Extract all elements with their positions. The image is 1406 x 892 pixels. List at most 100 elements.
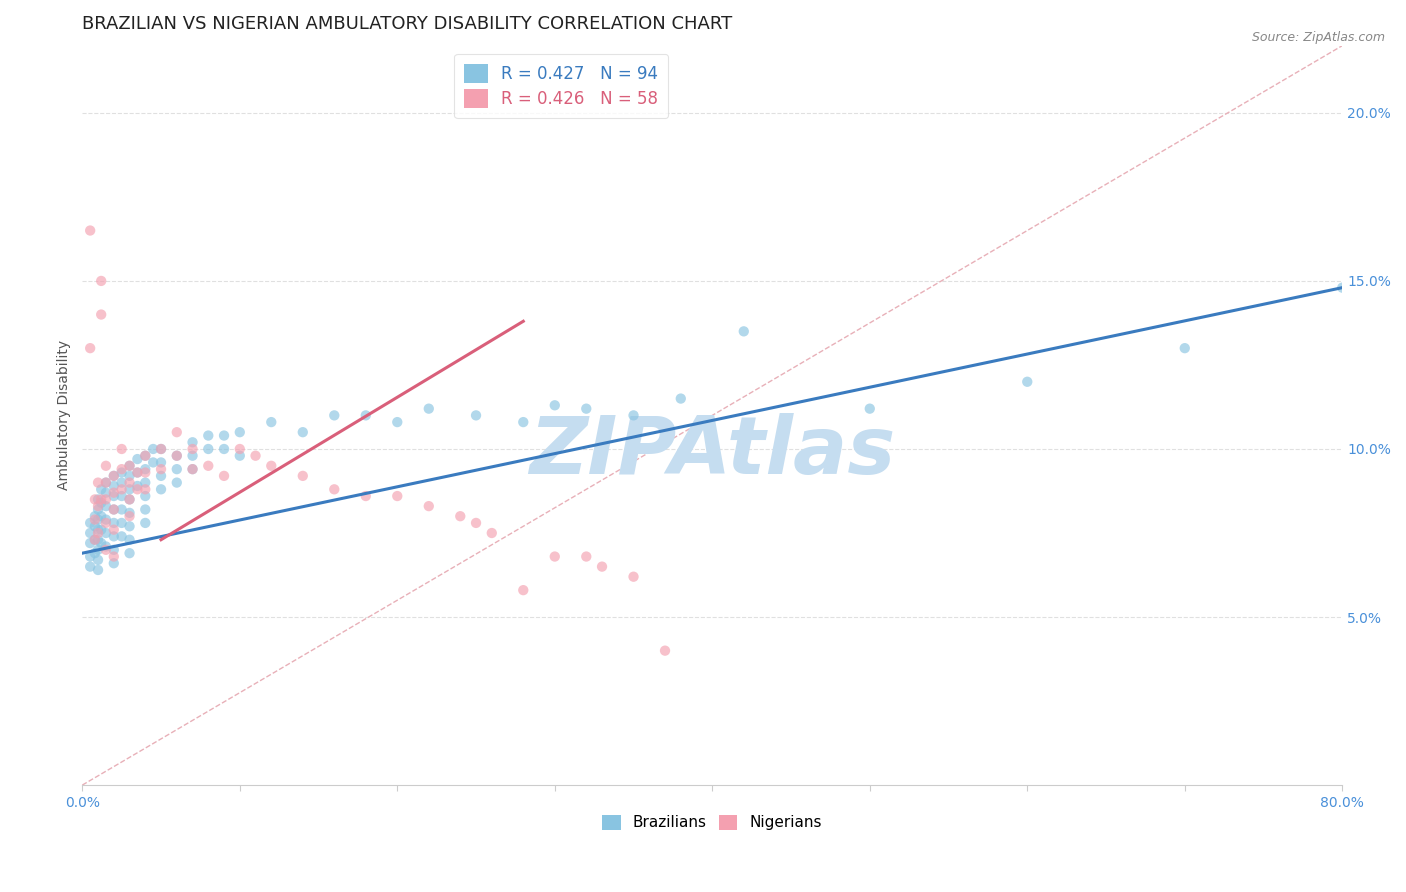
Point	[575, 401, 598, 416]
Point	[127, 479, 149, 493]
Point	[83, 519, 105, 533]
Point	[181, 462, 204, 476]
Point	[90, 536, 112, 550]
Point	[111, 489, 134, 503]
Point	[418, 401, 440, 416]
Point	[166, 449, 188, 463]
Point	[103, 468, 125, 483]
Point	[103, 556, 125, 570]
Point	[212, 428, 235, 442]
Point	[103, 516, 125, 530]
Point	[103, 502, 125, 516]
Point	[387, 415, 409, 429]
Point	[90, 308, 112, 322]
Point	[118, 519, 141, 533]
Point	[111, 475, 134, 490]
Point	[354, 409, 377, 423]
Point	[87, 563, 110, 577]
Point	[197, 428, 219, 442]
Point	[134, 449, 156, 463]
Point	[134, 449, 156, 463]
Point	[512, 583, 534, 598]
Point	[418, 499, 440, 513]
Point	[127, 466, 149, 480]
Point	[323, 483, 346, 497]
Point	[291, 468, 314, 483]
Point	[229, 425, 252, 440]
Point	[118, 483, 141, 497]
Point	[544, 549, 567, 564]
Point	[166, 475, 188, 490]
Point	[118, 506, 141, 520]
Point	[94, 526, 117, 541]
Point	[90, 483, 112, 497]
Text: Source: ZipAtlas.com: Source: ZipAtlas.com	[1251, 31, 1385, 45]
Point	[323, 409, 346, 423]
Point	[623, 409, 645, 423]
Point	[90, 274, 112, 288]
Point	[87, 542, 110, 557]
Point	[103, 489, 125, 503]
Point	[212, 442, 235, 456]
Point	[118, 458, 141, 473]
Point	[134, 516, 156, 530]
Point	[134, 466, 156, 480]
Legend: Brazilians, Nigerians: Brazilians, Nigerians	[596, 808, 828, 837]
Point	[181, 435, 204, 450]
Point	[465, 409, 488, 423]
Point	[260, 415, 283, 429]
Point	[87, 512, 110, 526]
Point	[94, 492, 117, 507]
Point	[481, 526, 503, 541]
Point	[150, 462, 173, 476]
Point	[103, 549, 125, 564]
Text: ZIPAtlas: ZIPAtlas	[529, 413, 896, 491]
Point	[111, 442, 134, 456]
Point	[166, 462, 188, 476]
Point	[229, 449, 252, 463]
Point	[94, 499, 117, 513]
Point	[212, 468, 235, 483]
Point	[90, 492, 112, 507]
Point	[94, 475, 117, 490]
Point	[465, 516, 488, 530]
Point	[181, 442, 204, 456]
Y-axis label: Ambulatory Disability: Ambulatory Disability	[58, 341, 72, 491]
Point	[623, 570, 645, 584]
Point	[103, 529, 125, 543]
Point	[150, 483, 173, 497]
Point	[591, 559, 613, 574]
Text: BRAZILIAN VS NIGERIAN AMBULATORY DISABILITY CORRELATION CHART: BRAZILIAN VS NIGERIAN AMBULATORY DISABIL…	[83, 15, 733, 33]
Point	[103, 485, 125, 500]
Point	[111, 462, 134, 476]
Point	[229, 442, 252, 456]
Point	[83, 509, 105, 524]
Point	[94, 540, 117, 554]
Point	[1174, 341, 1197, 355]
Point	[181, 449, 204, 463]
Point	[90, 509, 112, 524]
Point	[181, 462, 204, 476]
Point	[118, 533, 141, 547]
Point	[111, 466, 134, 480]
Point	[87, 475, 110, 490]
Point	[94, 542, 117, 557]
Point	[79, 536, 101, 550]
Point	[103, 523, 125, 537]
Point	[79, 549, 101, 564]
Point	[387, 489, 409, 503]
Point	[127, 452, 149, 467]
Point	[103, 502, 125, 516]
Point	[111, 483, 134, 497]
Point	[260, 458, 283, 473]
Point	[94, 512, 117, 526]
Point	[449, 509, 471, 524]
Point	[118, 492, 141, 507]
Point	[90, 496, 112, 510]
Point	[134, 475, 156, 490]
Point	[103, 479, 125, 493]
Point	[83, 533, 105, 547]
Point	[94, 516, 117, 530]
Point	[245, 449, 267, 463]
Point	[134, 462, 156, 476]
